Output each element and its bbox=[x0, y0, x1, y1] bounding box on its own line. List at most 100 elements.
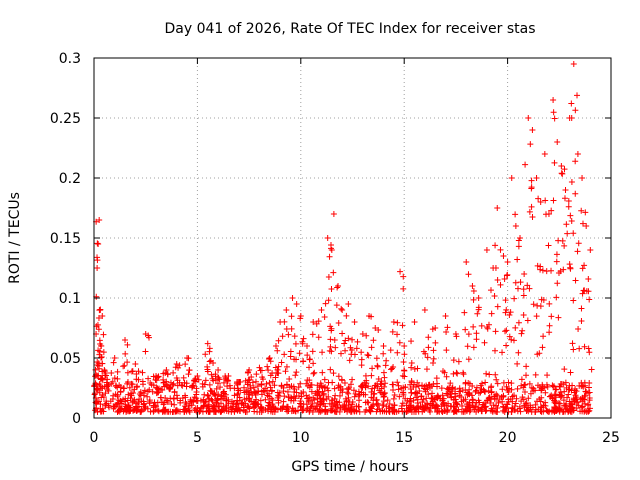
data-point-spread bbox=[400, 285, 407, 292]
data-point bbox=[401, 343, 408, 349]
baseline-point bbox=[167, 379, 174, 386]
data-point-spread bbox=[484, 324, 491, 331]
baseline-point bbox=[483, 407, 490, 414]
baseline-point bbox=[406, 398, 413, 405]
data-point-spread bbox=[363, 332, 370, 339]
data-point-spread bbox=[399, 322, 406, 329]
data-point-spread bbox=[526, 285, 533, 292]
data-point-spread bbox=[575, 326, 582, 333]
baseline-point bbox=[103, 383, 110, 390]
baseline-point bbox=[120, 385, 127, 392]
data-point-spread bbox=[514, 360, 521, 367]
baseline-point bbox=[213, 397, 220, 404]
data-point-spread bbox=[248, 373, 255, 380]
baseline-point bbox=[146, 386, 153, 393]
baseline-point bbox=[525, 408, 532, 415]
data-point-spread bbox=[460, 371, 467, 378]
baseline-point bbox=[380, 401, 387, 408]
data-point-spread bbox=[515, 349, 522, 356]
baseline-point bbox=[94, 408, 101, 415]
baseline-point bbox=[150, 403, 157, 410]
data-point-spread bbox=[394, 319, 401, 326]
baseline-point bbox=[398, 405, 405, 412]
baseline-point bbox=[367, 404, 374, 411]
data-point-spread bbox=[327, 323, 334, 330]
baseline-point bbox=[511, 392, 518, 399]
baseline-point bbox=[508, 380, 515, 387]
baseline-point bbox=[274, 389, 281, 396]
data-point-spread bbox=[430, 355, 437, 362]
x-tick-label: 20 bbox=[499, 430, 517, 446]
data-point-spread bbox=[550, 109, 557, 116]
data-point-spread bbox=[204, 366, 211, 373]
baseline-point bbox=[279, 404, 286, 411]
baseline-point bbox=[402, 384, 409, 391]
baseline-point bbox=[347, 381, 354, 388]
data-point-spread bbox=[565, 197, 572, 204]
x-tick-label: 0 bbox=[90, 430, 99, 446]
data-point-spread bbox=[97, 306, 104, 313]
data-point-spread bbox=[523, 363, 530, 370]
data-point-spread bbox=[551, 159, 558, 166]
data-point-spread bbox=[296, 350, 303, 357]
data-point-spread bbox=[493, 376, 500, 383]
baseline-point bbox=[481, 403, 488, 410]
data-point-spread bbox=[557, 268, 564, 275]
data-point-spread bbox=[330, 370, 337, 377]
data-point-spread bbox=[474, 310, 481, 317]
data-point-spread bbox=[470, 296, 477, 303]
baseline-point bbox=[344, 389, 351, 396]
data-point-spread bbox=[514, 285, 521, 292]
baseline-point bbox=[484, 397, 491, 404]
data-point-spread bbox=[245, 377, 252, 384]
data-point-spread bbox=[544, 372, 551, 379]
baseline-point bbox=[422, 402, 429, 409]
data-point-spread bbox=[94, 240, 101, 247]
data-point-spread bbox=[503, 327, 510, 334]
data-point-spread bbox=[520, 312, 527, 319]
baseline-point bbox=[509, 393, 516, 400]
data-point-spread bbox=[569, 340, 576, 347]
axis-ticks bbox=[93, 57, 612, 419]
baseline-point bbox=[146, 398, 153, 405]
data-point-spread bbox=[325, 297, 332, 304]
baseline-point bbox=[303, 407, 310, 414]
baseline-point bbox=[557, 389, 564, 396]
data-point-spread bbox=[425, 344, 432, 351]
baseline-point bbox=[255, 387, 262, 394]
data-point-spread bbox=[327, 336, 334, 343]
baseline-point bbox=[429, 403, 436, 410]
baseline-point bbox=[181, 408, 188, 415]
baseline-point bbox=[573, 388, 580, 395]
data-point bbox=[500, 253, 507, 259]
baseline-point bbox=[421, 405, 428, 412]
data-point-spread bbox=[338, 376, 345, 383]
baseline-point bbox=[126, 404, 133, 411]
data-point-spread bbox=[579, 220, 586, 227]
data-point bbox=[587, 247, 594, 253]
tick-labels: 0 5 10 15 20 25 0 0.05 0.1 0.15 0.2 0.25 0.3 bbox=[50, 51, 620, 446]
data-point-spread bbox=[455, 358, 462, 365]
data-point-spread bbox=[492, 242, 499, 249]
data-point-spread bbox=[394, 331, 401, 338]
data-point-spread bbox=[275, 337, 282, 344]
baseline-point bbox=[331, 385, 338, 392]
data-point-spread bbox=[335, 373, 342, 380]
baseline-point bbox=[168, 401, 175, 408]
baseline-point bbox=[345, 390, 352, 397]
baseline-point bbox=[154, 399, 161, 406]
baseline-point bbox=[469, 402, 476, 409]
data-point-spread bbox=[338, 305, 345, 312]
baseline-point bbox=[425, 381, 432, 388]
chart-title: Day 041 of 2026, Rate Of TEC Index for r… bbox=[164, 21, 535, 37]
baseline-point bbox=[581, 408, 588, 415]
data-point bbox=[173, 361, 180, 367]
baseline-point bbox=[262, 396, 269, 403]
baseline-point bbox=[300, 389, 307, 396]
baseline-point bbox=[580, 383, 587, 390]
baseline-point bbox=[581, 379, 588, 386]
data-point-spread bbox=[327, 366, 334, 373]
data-point-spread bbox=[394, 349, 401, 356]
baseline-point bbox=[335, 382, 342, 389]
baseline-point bbox=[464, 403, 471, 410]
